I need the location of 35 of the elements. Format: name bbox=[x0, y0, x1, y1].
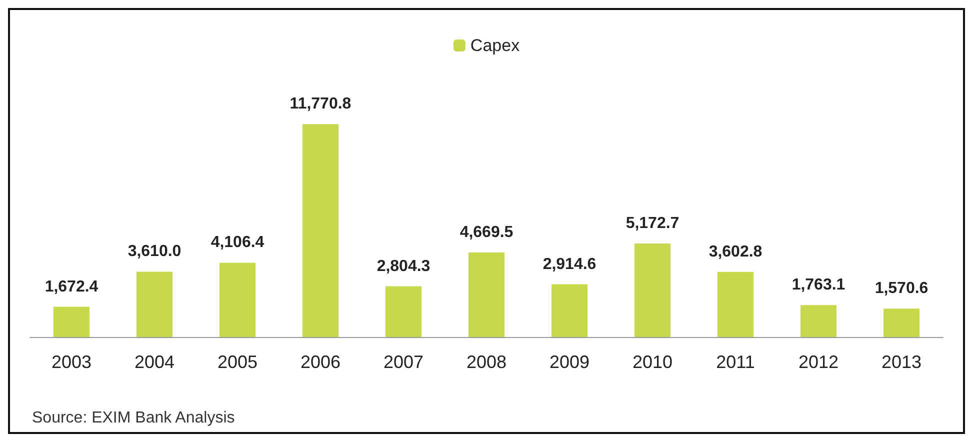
data-label: 4,669.5 bbox=[460, 224, 514, 242]
x-tick-label: 2011 bbox=[716, 352, 755, 372]
bar bbox=[220, 262, 256, 337]
data-label: 4,106.4 bbox=[210, 234, 264, 252]
bar bbox=[136, 272, 172, 337]
data-label: 3,610.0 bbox=[128, 243, 182, 260]
x-tick-label: 2013 bbox=[881, 352, 922, 372]
bar bbox=[884, 308, 920, 337]
data-label: 11,770.8 bbox=[290, 96, 352, 113]
data-label: 1,672.4 bbox=[44, 278, 98, 296]
x-tick-label: 2012 bbox=[798, 352, 839, 372]
bar bbox=[800, 305, 836, 337]
data-label: 2,914.6 bbox=[542, 256, 596, 273]
legend-label: Capex bbox=[470, 36, 520, 55]
bar bbox=[634, 243, 670, 337]
x-tick-label: 2003 bbox=[51, 352, 92, 372]
source-note: Source: EXIM Bank Analysis bbox=[32, 410, 235, 426]
data-label: 3,602.8 bbox=[708, 243, 762, 260]
data-label: 5,172.7 bbox=[626, 214, 680, 232]
x-tick-label: 2005 bbox=[217, 352, 258, 372]
bar bbox=[386, 286, 422, 337]
data-label: 1,763.1 bbox=[792, 276, 846, 294]
x-tick-label: 2009 bbox=[549, 352, 590, 372]
bar bbox=[302, 124, 338, 337]
bar bbox=[54, 306, 90, 337]
x-tick-label: 2008 bbox=[466, 352, 507, 372]
bar bbox=[718, 272, 754, 337]
x-tick-label: 2004 bbox=[134, 352, 175, 372]
bar bbox=[552, 284, 588, 337]
x-tick-label: 2010 bbox=[632, 352, 673, 372]
x-tick-label: 2006 bbox=[300, 352, 341, 372]
x-tick-label: 2007 bbox=[383, 352, 424, 372]
data-label: 2,804.3 bbox=[376, 258, 430, 275]
bar bbox=[468, 252, 504, 337]
data-label: 1,570.6 bbox=[874, 280, 928, 298]
